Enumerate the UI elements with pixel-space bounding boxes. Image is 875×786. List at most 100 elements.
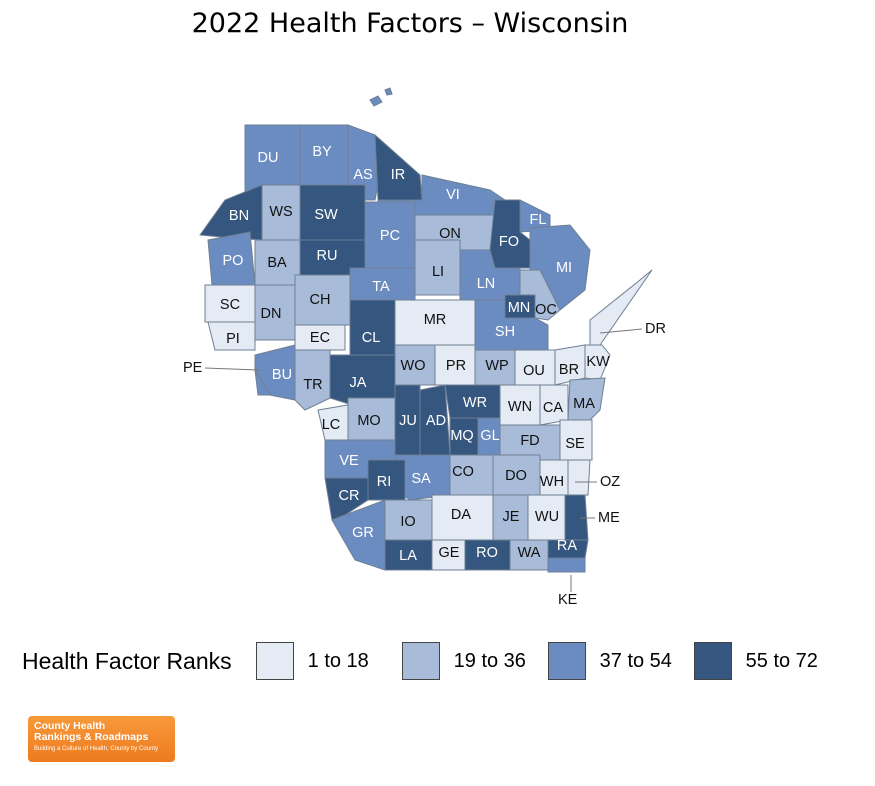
legend-item-4: 55 to 72 [693, 642, 826, 680]
county-gr [331, 499, 386, 571]
legend-item-1: 1 to 18 [255, 642, 388, 680]
county-label-kw: KW [586, 354, 610, 370]
logo-line-2: Rankings & Roadmaps [34, 731, 149, 743]
legend-item-3: 37 to 54 [547, 642, 680, 680]
county-label-bu: BU [272, 367, 292, 383]
county-label-ta: TA [372, 279, 390, 295]
county-label-sh: SH [495, 324, 515, 340]
county-label-ir: IR [391, 167, 406, 183]
county-label-gr: GR [352, 525, 374, 541]
county-label-mr: MR [424, 312, 447, 328]
county-label-cl: CL [362, 330, 381, 346]
county-label-mo: MO [357, 413, 380, 429]
county-label-mn: MN [508, 300, 531, 316]
county-tr [294, 349, 331, 411]
county-ec [294, 324, 346, 351]
legend-label-3: 37 to 54 [599, 649, 672, 672]
county-se [559, 419, 593, 461]
county-label-ve: VE [339, 453, 359, 469]
county-cr [324, 477, 369, 521]
county-label-io: IO [400, 514, 415, 530]
county-label-wn: WN [508, 399, 532, 415]
county-label-wr: WR [463, 395, 487, 411]
county-label-do: DO [505, 468, 527, 484]
county-label-po: PO [223, 253, 244, 269]
legend-label-2: 19 to 36 [453, 649, 526, 672]
county-label-la: LA [399, 548, 417, 564]
county-label-pi: PI [226, 331, 240, 347]
county-label-wu: WU [535, 509, 559, 525]
county-cl [349, 299, 396, 356]
county-label-pc: PC [380, 228, 400, 244]
county-label-li: LI [432, 264, 444, 280]
county-label-me: ME [598, 510, 620, 526]
county-label-ra: RA [557, 538, 577, 554]
island-1 [369, 95, 383, 107]
county-label-mq: MQ [450, 428, 473, 444]
county-label-ri: RI [377, 474, 392, 490]
county-label-fl: FL [530, 212, 547, 228]
county-pi [207, 321, 256, 351]
county-label-se: SE [565, 436, 585, 452]
county-label-wh: WH [540, 474, 564, 490]
county-label-ma: MA [573, 396, 595, 412]
county-label-mi: MI [556, 260, 572, 276]
map-title: 2022 Health Factors – Wisconsin [191, 8, 629, 39]
county-label-du: DU [258, 150, 279, 166]
county-label-by: BY [312, 144, 332, 160]
county-label-ec: EC [310, 330, 330, 346]
county-label-da: DA [451, 507, 471, 523]
wisconsin-county-map: DU BY AS IR VI FL BN WS SW PC ON FO MI PO BA RU LI LN TA SC… [183, 87, 666, 608]
county-label-ju: JU [399, 413, 417, 429]
county-label-je: JE [503, 509, 520, 525]
counties-layer [199, 87, 653, 573]
county-label-tr: TR [303, 377, 322, 393]
county-label-sa: SA [411, 471, 431, 487]
county-br [554, 344, 586, 386]
legend-swatch-2 [401, 642, 440, 680]
county-label-co: CO [452, 464, 474, 480]
county-label-oz: OZ [600, 474, 620, 490]
county-label-fo: FO [499, 234, 519, 250]
legend: Health Factor Ranks 1 to 18 19 to 36 37 … [22, 640, 842, 682]
county-label-br: BR [559, 362, 579, 378]
county-label-ro: RO [476, 545, 498, 561]
county-label-as: AS [353, 167, 372, 183]
county-labels: DU BY AS IR VI FL BN WS SW PC ON FO MI PO BA RU LI LN TA SC… [183, 144, 666, 608]
county-label-oc: OC [535, 302, 557, 318]
county-label-cr: CR [339, 488, 360, 504]
county-label-ru: RU [317, 248, 338, 264]
legend-title: Health Factor Ranks [22, 647, 232, 674]
county-label-wo: WO [401, 358, 426, 374]
county-pe [254, 369, 271, 396]
county-label-ba: BA [267, 255, 287, 271]
county-label-ja: JA [350, 375, 367, 391]
county-label-sc: SC [220, 297, 240, 313]
callout-lines [204, 328, 643, 592]
county-oc [519, 269, 561, 321]
leader-line-dr [599, 328, 643, 334]
county-label-ca: CA [543, 400, 563, 416]
legend-label-4: 55 to 72 [745, 649, 818, 672]
county-label-ad: AD [426, 413, 446, 429]
county-label-fd: FD [520, 433, 539, 449]
county-health-rankings-logo: County Health Rankings & Roadmaps Buildi… [28, 716, 175, 762]
leader-line-pe [204, 367, 261, 371]
island-2 [384, 87, 393, 96]
logo-line-1: County Health [34, 720, 106, 732]
county-label-ge: GE [439, 545, 460, 561]
county-label-ch: CH [310, 292, 331, 308]
county-label-ke: KE [558, 592, 578, 608]
legend-swatch-1 [255, 642, 294, 680]
county-label-dn: DN [261, 306, 282, 322]
county-label-vi: VI [446, 187, 460, 203]
logo-tagline: Building a Culture of Health, County by … [34, 746, 159, 752]
county-dr [589, 269, 653, 346]
county-label-on: ON [439, 226, 461, 242]
county-label-wa: WA [518, 545, 541, 561]
legend-swatch-3 [547, 642, 586, 680]
legend-swatch-4 [693, 642, 732, 680]
county-label-ws: WS [269, 204, 292, 220]
county-ke [547, 557, 586, 573]
county-label-pr: PR [446, 358, 466, 374]
